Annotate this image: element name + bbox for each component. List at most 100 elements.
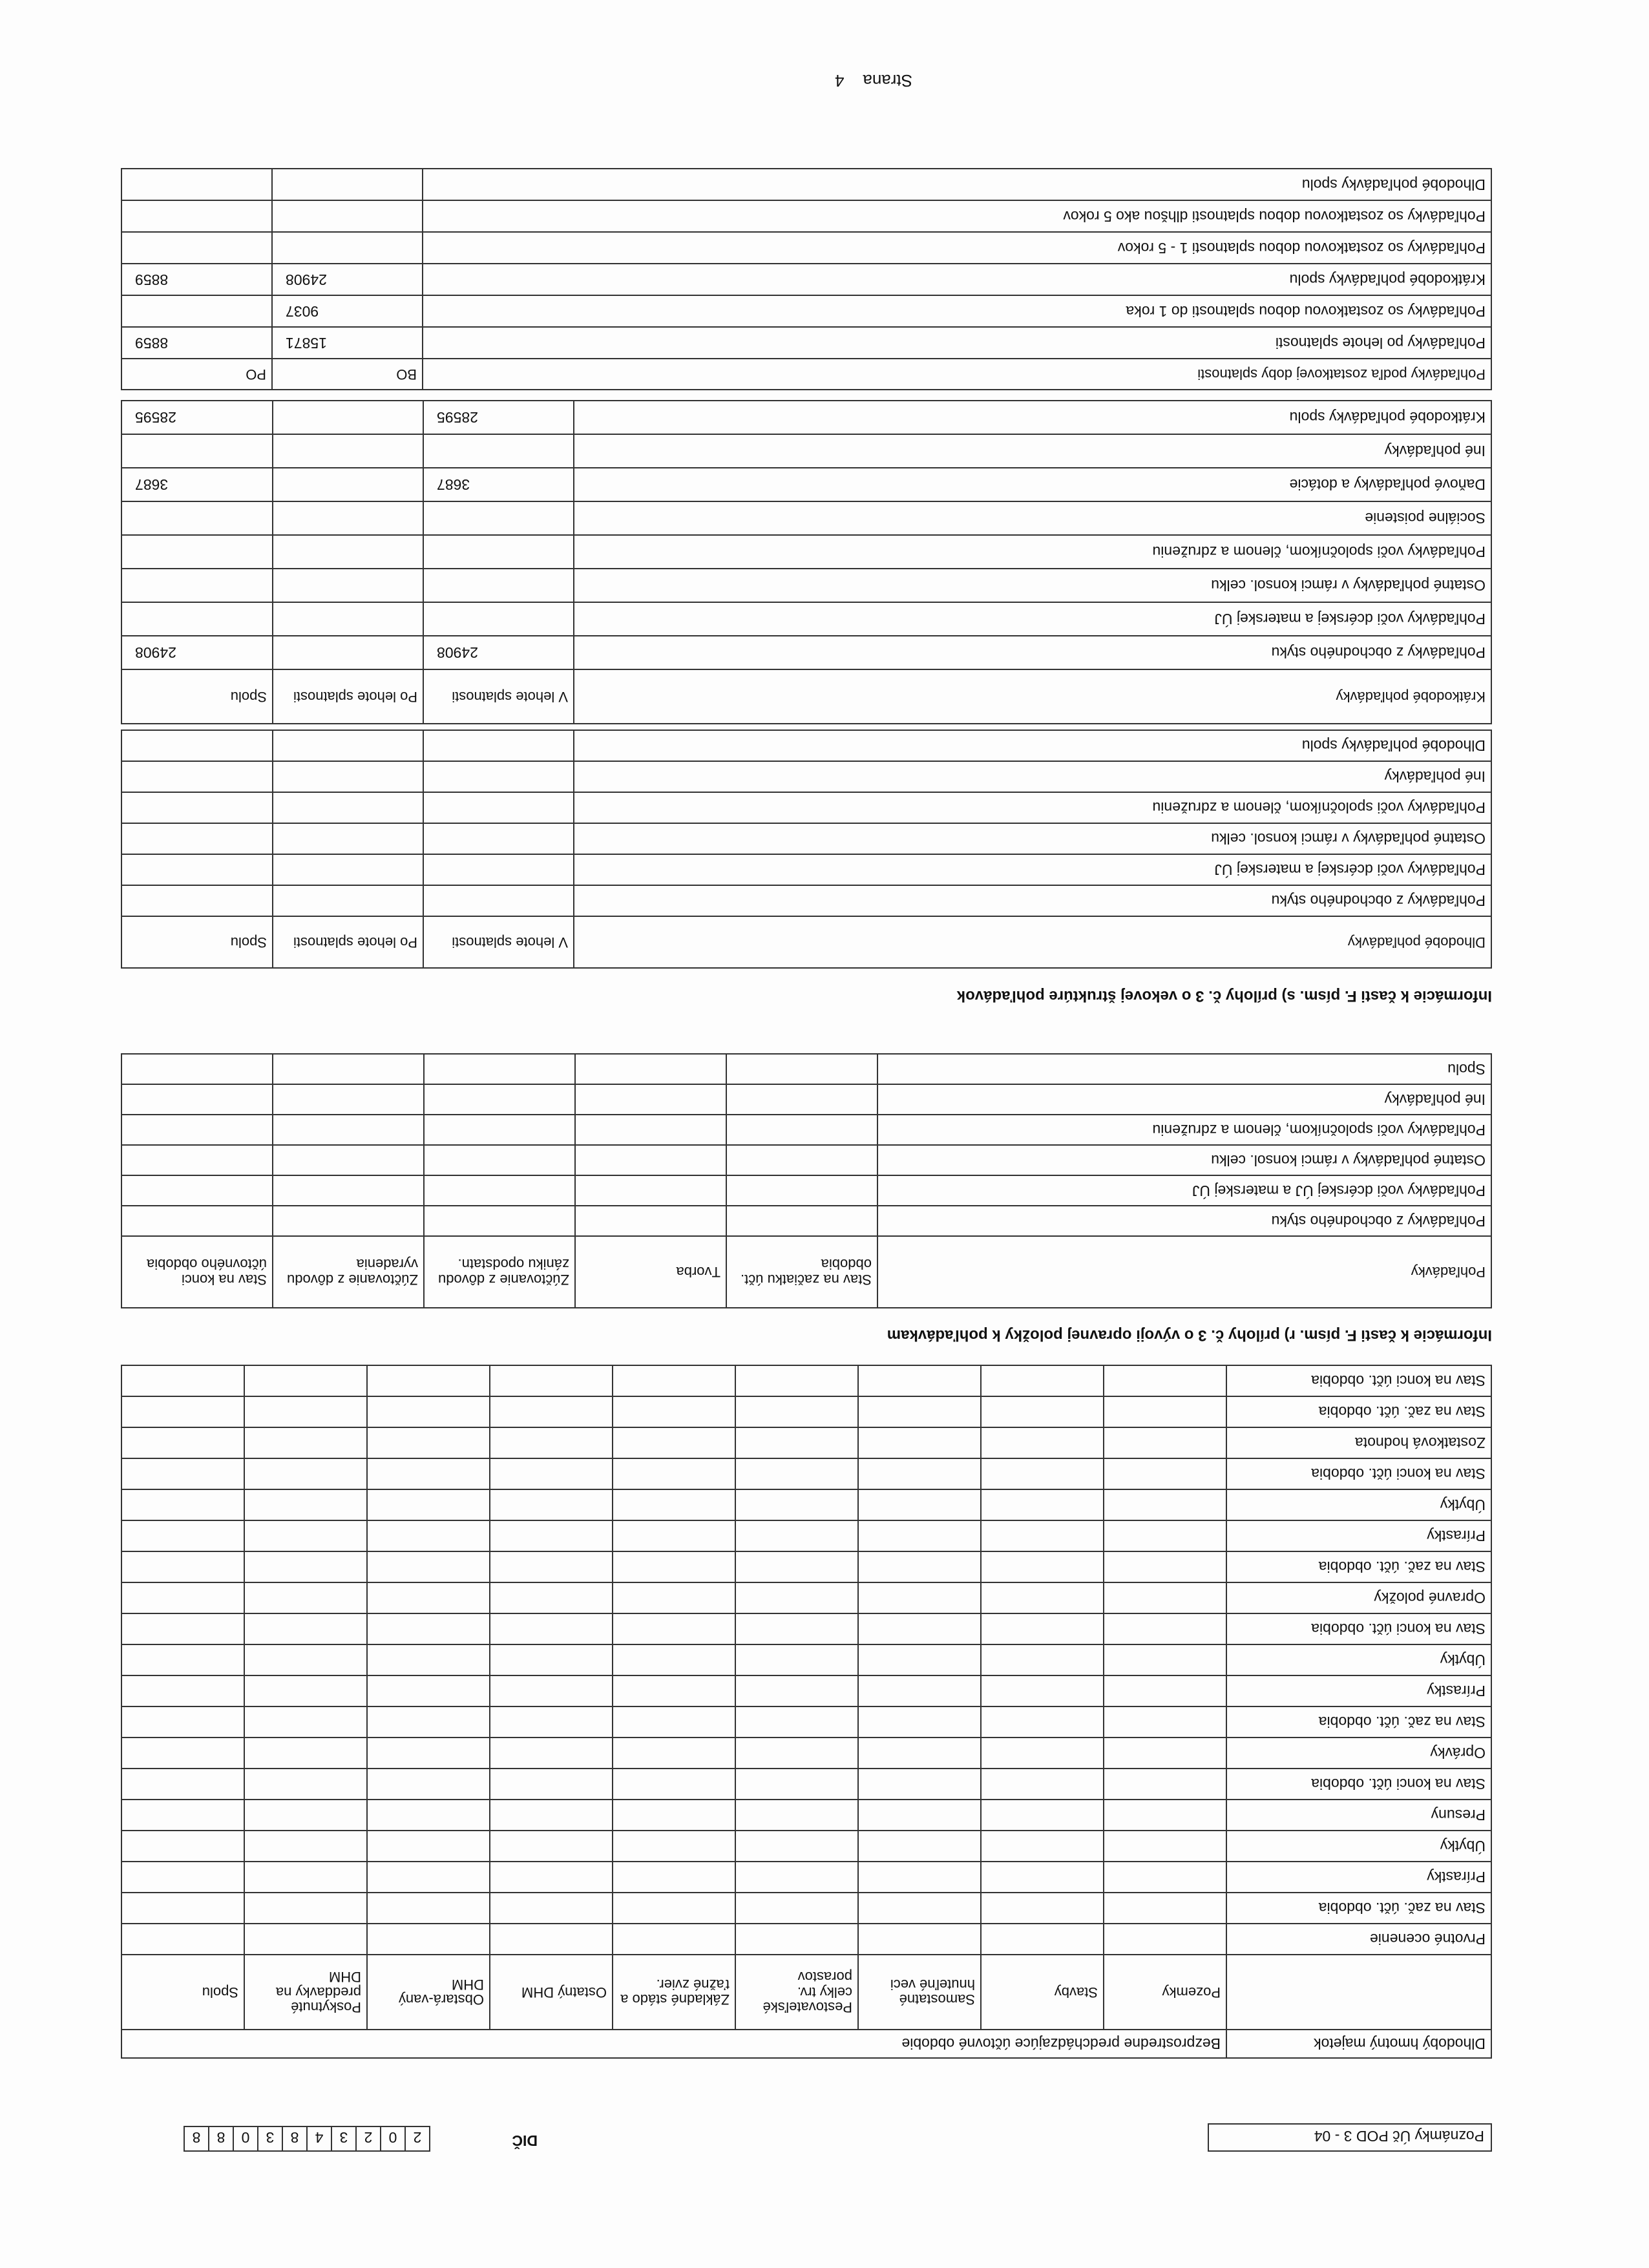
empty-cell [490, 1800, 613, 1831]
empty-cell [273, 535, 423, 569]
empty-cell [244, 1800, 367, 1831]
empty-cell [490, 1396, 613, 1427]
empty-cell [121, 1831, 244, 1862]
table-row: Stav na konci účt. obdobia [121, 1613, 1491, 1644]
empty-cell [1104, 1427, 1226, 1458]
empty-cell [423, 792, 574, 823]
table-row: Presuny [121, 1800, 1491, 1831]
empty-cell [121, 1613, 244, 1644]
empty-cell [273, 1115, 424, 1145]
column-header: Stav na začiatku účt. obdobia [726, 1236, 877, 1308]
empty-cell [490, 1831, 613, 1862]
table-row: Pohľadávky so zostatkovou dobou splatnos… [121, 295, 1491, 327]
value-cell: 28595 [423, 401, 574, 434]
empty-cell [575, 1115, 726, 1145]
empty-cell [121, 1924, 244, 1955]
empty-cell [273, 468, 423, 501]
column-header: Po lehote splatnosti [273, 916, 423, 968]
row-label: Krátkodobé pohľadávky spolu [423, 264, 1491, 295]
value-cell: 24908 [272, 264, 423, 295]
empty-cell [121, 1175, 273, 1206]
page-label: Strana [863, 71, 912, 90]
dic-digit: 2 [404, 2126, 429, 2152]
empty-cell [858, 1800, 981, 1831]
table-row: Úbytky [121, 1644, 1491, 1675]
page-num: 4 [835, 71, 845, 90]
empty-cell [613, 1706, 735, 1738]
empty-cell [367, 1706, 490, 1738]
empty-cell [858, 1706, 981, 1738]
column-header: PO [121, 359, 272, 390]
dic-digit: 2 [355, 2126, 380, 2152]
empty-cell [244, 1489, 367, 1520]
empty-cell [735, 1427, 858, 1458]
empty-cell [613, 1675, 735, 1706]
row-label: Stav na zač. účt. obdobia [1226, 1551, 1491, 1582]
table-row: Dlhodobé pohľadávky spolu [121, 169, 1491, 200]
empty-cell [244, 1893, 367, 1924]
table: Dlhodobé pohľadávky V lehote splatnosti Po… [121, 730, 1492, 969]
empty-cell [367, 1613, 490, 1644]
row-label: Iné pohľadávky [877, 1084, 1491, 1115]
empty-cell [1104, 1551, 1226, 1582]
value-cell: 28595 [121, 401, 273, 434]
empty-cell [244, 1769, 367, 1800]
row-label: Ostatné pohľadávky v rámci konsol. celku [574, 569, 1491, 602]
row-label: Stav na konci účt. obdobia [1226, 1365, 1491, 1396]
empty-cell [858, 1675, 981, 1706]
table-row: Ostatné pohľadávky v rámci konsol. celku [121, 823, 1491, 854]
empty-cell [121, 1644, 244, 1675]
row-label: Stav na zač. účt. obdobia [1226, 1893, 1491, 1924]
row-label: Pohľadávky so zostatkovou dobou splatnos… [423, 200, 1491, 232]
empty-cell [121, 501, 273, 535]
column-header: BO [272, 359, 423, 390]
empty-cell [367, 1520, 490, 1551]
empty-cell [244, 1582, 367, 1613]
table-row: Pohľadávky z obchodného styku [121, 885, 1491, 916]
column-header: V lehote splatnosti [423, 916, 574, 968]
empty-cell [613, 1831, 735, 1862]
empty-cell [273, 761, 423, 792]
empty-cell [735, 1706, 858, 1738]
column-header: Samostatné hnuteľné veci [858, 1955, 981, 2030]
row-label: Pohľadávky voči spoločníkom, členom a zd… [574, 792, 1491, 823]
empty-cell [735, 1769, 858, 1800]
empty-cell [1104, 1365, 1226, 1396]
empty-cell [244, 1675, 367, 1706]
empty-cell [858, 1396, 981, 1427]
column-header: Základné stádo a ťažné zvier. [613, 1955, 735, 2030]
empty-cell [490, 1644, 613, 1675]
value-cell: 9037 [272, 295, 423, 327]
empty-cell [121, 1769, 244, 1800]
table-row: Stav na konci účt. obdobia [121, 1458, 1491, 1489]
table-row: Krátkodobé pohľadávky spolu 24908 8859 [121, 264, 1491, 295]
row-label: Prírastky [1226, 1520, 1491, 1551]
empty-cell [121, 169, 272, 200]
empty-cell [981, 1675, 1104, 1706]
empty-cell [490, 1458, 613, 1489]
empty-cell [1104, 1800, 1226, 1831]
empty-cell [490, 1365, 613, 1396]
empty-cell [858, 1489, 981, 1520]
table-row: Pohľadávky so zostatkovou dobou splatnos… [121, 200, 1491, 232]
empty-cell [981, 1427, 1104, 1458]
empty-cell [423, 823, 574, 854]
empty-cell [273, 792, 423, 823]
empty-cell [1104, 1831, 1226, 1862]
empty-cell [273, 730, 423, 761]
empty-cell [490, 1427, 613, 1458]
empty-cell [1104, 1862, 1226, 1893]
empty-cell [1104, 1738, 1226, 1769]
empty-cell [244, 1458, 367, 1489]
row-label: Oprávky [1226, 1738, 1491, 1769]
empty-cell [490, 1769, 613, 1800]
empty-cell [121, 730, 273, 761]
row-label: Pohľadávky po lehote splatnosti [423, 327, 1491, 359]
empty-cell [121, 535, 273, 569]
empty-cell [613, 1458, 735, 1489]
empty-cell [735, 1520, 858, 1551]
empty-cell [490, 1582, 613, 1613]
row-label: Stav na konci účt. obdobia [1226, 1458, 1491, 1489]
